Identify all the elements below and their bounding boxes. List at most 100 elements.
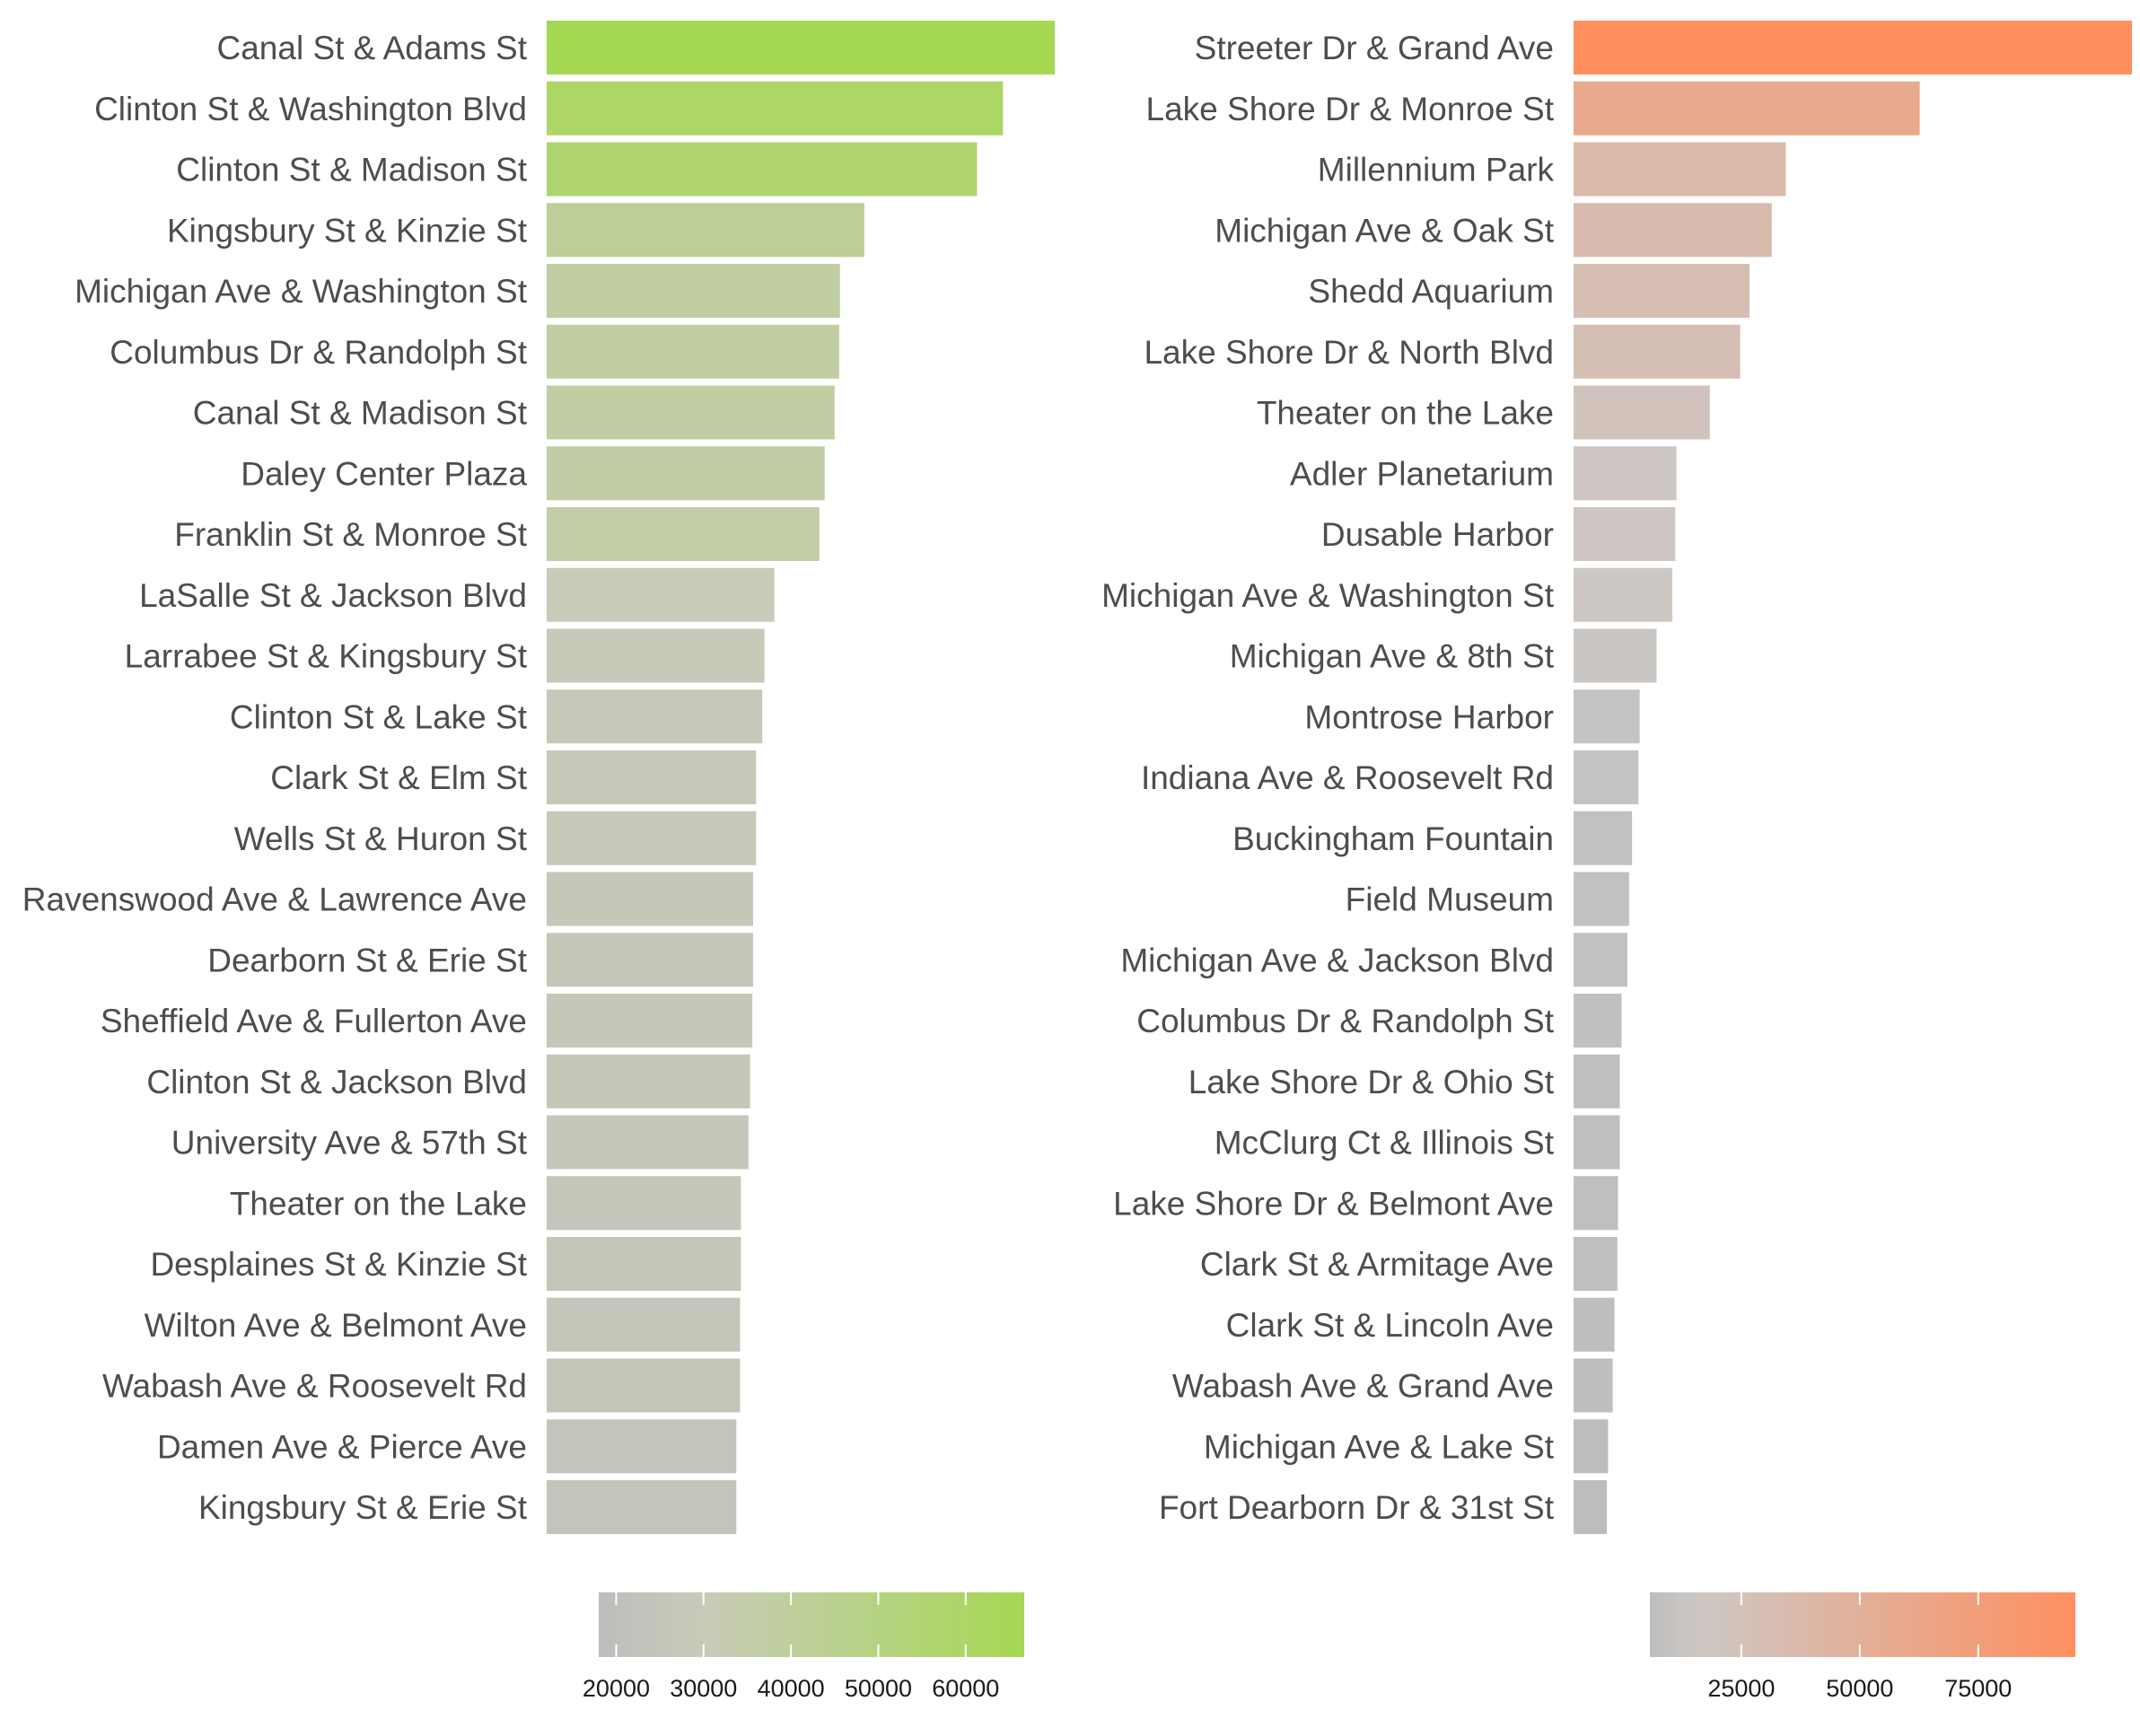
category-label: Dearborn St & Erie St [207, 942, 527, 978]
legend-tick-label: 75000 [1944, 1675, 2012, 1702]
bar [1574, 567, 1673, 622]
category-label: Damen Ave & Pierce Ave [157, 1428, 527, 1465]
chart-panel-right: Streeter Dr & Grand Ave Lake Shore Dr & M… [1101, 21, 2132, 1702]
bar [1574, 872, 1629, 926]
category-label: Daley Center Plaza [241, 455, 527, 492]
category-label: Millennium Park [1318, 152, 1555, 189]
bar [1574, 324, 1741, 379]
category-label: Lake Shore Dr & Monroe St [1146, 91, 1555, 127]
bar [1574, 994, 1622, 1048]
bar [1574, 142, 1786, 197]
bar [547, 567, 775, 622]
category-label: Kingsbury St & Erie St [198, 1489, 528, 1526]
category-label: Canal St & Madison St [193, 395, 528, 432]
bar [547, 142, 978, 197]
bar [547, 203, 864, 258]
legend-tick-label: 50000 [1826, 1675, 1893, 1702]
category-label: Kingsbury St & Kinzie St [167, 212, 528, 249]
bar [547, 628, 765, 683]
bar [547, 872, 753, 926]
category-label: Columbus Dr & Randolph St [110, 334, 527, 371]
bar [1574, 81, 1920, 136]
bar [547, 385, 835, 440]
bar [1574, 446, 1677, 501]
bar [547, 264, 840, 318]
legend-colorbar [599, 1592, 1024, 1657]
category-label: Michigan Ave & Oak St [1215, 212, 1554, 249]
bar [1574, 811, 1633, 865]
category-label: Michigan Ave & Jackson Blvd [1120, 942, 1554, 978]
category-label: Theater on the Lake [230, 1185, 527, 1222]
bar [547, 507, 820, 561]
legend-tick-label: 50000 [845, 1675, 912, 1702]
bar [1574, 933, 1627, 987]
category-label: Indiana Ave & Roosevelt Rd [1141, 759, 1554, 796]
chart-panel-left: Canal St & Adams St Clinton St & Washingt… [22, 21, 1055, 1702]
bar [547, 1054, 750, 1109]
category-label: Clinton St & Jackson Blvd [146, 1064, 527, 1100]
category-label: Montrose Harbor [1304, 698, 1554, 735]
category-label: Theater on the Lake [1257, 395, 1554, 432]
bar [547, 1419, 737, 1474]
legend-tick-label: 25000 [1707, 1675, 1775, 1702]
category-label: Columbus Dr & Randolph St [1136, 1003, 1554, 1039]
bar [1574, 1297, 1615, 1352]
bar [1574, 264, 1750, 318]
category-label: Wilton Ave & Belmont Ave [145, 1307, 527, 1344]
category-label: Michigan Ave & Lake St [1204, 1428, 1555, 1465]
category-label: Fort Dearborn Dr & 31st St [1159, 1489, 1555, 1526]
bar [547, 750, 757, 804]
legend-tick-label: 20000 [583, 1675, 650, 1702]
category-label: Clark St & Armitage Ave [1200, 1246, 1554, 1283]
bar [547, 811, 757, 865]
bar [547, 994, 753, 1048]
category-label: Field Museum [1346, 881, 1554, 918]
legend-tick-label: 40000 [758, 1675, 825, 1702]
legend-tick-label: 60000 [932, 1675, 999, 1702]
bar [1574, 750, 1639, 804]
category-label: Desplaines St & Kinzie St [150, 1246, 527, 1283]
bar [547, 1237, 741, 1291]
bar [1574, 1480, 1608, 1534]
category-label: Buckingham Fountain [1232, 820, 1554, 857]
category-label: Canal St & Adams St [216, 30, 527, 66]
category-label: Clark St & Lincoln Ave [1226, 1307, 1554, 1344]
bar [1574, 21, 2132, 75]
category-label: Wabash Ave & Grand Ave [1172, 1368, 1554, 1405]
bar [1574, 203, 1772, 258]
category-label: Clark St & Elm St [270, 759, 527, 796]
category-label: Adler Planetarium [1290, 455, 1554, 492]
bar [547, 933, 753, 987]
category-label: LaSalle St & Jackson Blvd [139, 577, 527, 614]
category-label: Sheffield Ave & Fullerton Ave [101, 1003, 527, 1039]
category-label: Shedd Aquarium [1308, 273, 1554, 310]
bar [547, 81, 1004, 136]
category-label: Ravenswood Ave & Lawrence Ave [22, 881, 527, 918]
color-legend: 20000 30000 40000 50000 60000 [583, 1592, 1024, 1702]
legend-colorbar [1650, 1592, 2075, 1657]
bar [547, 1297, 741, 1352]
bar [1574, 1358, 1613, 1413]
bar [547, 1176, 741, 1231]
bar [1574, 1419, 1609, 1474]
category-label: McClurg Ct & Illinois St [1215, 1125, 1555, 1162]
category-label: Wells St & Huron St [234, 820, 528, 857]
bar [1574, 507, 1676, 561]
category-label: Lake Shore Dr & North Blvd [1144, 334, 1554, 371]
bar [547, 689, 763, 744]
bar [1574, 1115, 1620, 1170]
category-label: University Ave & 57th St [171, 1125, 528, 1162]
bar [1574, 1176, 1618, 1231]
legend-tick-label: 30000 [670, 1675, 737, 1702]
category-label: Lake Shore Dr & Ohio St [1188, 1064, 1555, 1100]
bar [1574, 628, 1657, 683]
category-label: Clinton St & Washington Blvd [94, 91, 527, 127]
bar [547, 324, 839, 379]
category-label: Clinton St & Lake St [230, 698, 528, 735]
category-label: Michigan Ave & Washington St [1101, 577, 1555, 614]
bar [547, 21, 1055, 75]
bar [547, 446, 825, 501]
bar [1574, 1237, 1618, 1291]
